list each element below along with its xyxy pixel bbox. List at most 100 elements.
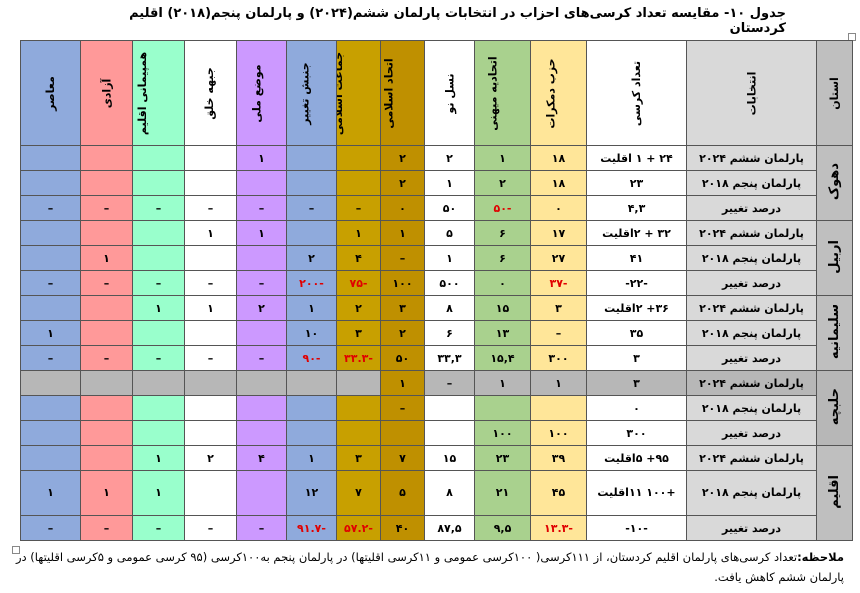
header-row: استان انتخابات تعداد کرسی حزب دمکرات اتح… <box>20 40 853 146</box>
table-row: سلیمانیه پارلمان ششم ۲۰۲۴ ۳۶+ ۲اقلیت ۳ ۱۵ ۸ ۳ ۲… <box>20 295 853 371</box>
table-cell-jam: ۳ <box>336 320 381 346</box>
table-cell-jon: ۲ <box>286 245 337 271</box>
table-cell-mow <box>236 170 287 196</box>
table-cell-moa <box>20 295 81 321</box>
table-cell-jam <box>336 370 381 396</box>
table-cell-mow <box>236 320 287 346</box>
table-cell-ham <box>132 145 185 171</box>
table-cell-nasl: ۸۷,۵ <box>424 515 475 541</box>
header-jonbesh: جنبش تغییر <box>286 40 337 146</box>
table-cell-moa <box>20 370 81 396</box>
table-row: حلبچه پارلمان ششم ۲۰۲۴ ۳ ۱ ۱–۱ <box>20 370 853 446</box>
table-cell-jab <box>184 395 237 421</box>
table-row: دهوک پارلمان ششم ۲۰۲۴ ۲۴ + ۱ اقلیت ۱۸ ۱ ۲ ۲ ۱ <box>20 145 853 221</box>
entekhabat-cell: پارلمان ششم ۲۰۲۴ <box>686 220 817 246</box>
table-cell-jab <box>184 470 237 516</box>
table-cell-tedad: ۳ <box>586 370 687 396</box>
entekhabat-cell: پارلمان پنجم ۲۰۱۸ <box>686 320 817 346</box>
table-row: درصد تغییر ۳ ۳۰۰ ۱۵,۴ ۳۳,۳ ۵۰ -۳۳.۳ -۹۰– – – – – <box>20 345 853 371</box>
header-hampeiman: همپیمانی اقلیم <box>132 40 185 146</box>
table-cell-jab: – <box>184 345 237 371</box>
ostan-label: دهوک <box>827 162 842 201</box>
table-cell-jab: – <box>184 270 237 296</box>
table-cell-ett: ۱ <box>474 370 531 396</box>
table-cell-jon: ۱۰ <box>286 320 337 346</box>
table-cell-tedad: ۳۲ + ۲اقلیت <box>586 220 687 246</box>
table-cell-moa: – <box>20 270 81 296</box>
header-democrat: حزب دمکرات <box>530 40 587 146</box>
table-cell-ett: ۰ <box>474 270 531 296</box>
table-cell-tedad: +۱۰۰ ۱۱اقلیت <box>586 470 687 516</box>
table-cell-dem: ۴۵ <box>530 470 587 516</box>
table-cell-jab <box>184 370 237 396</box>
header-islami: اتحاد اسلامی <box>380 40 425 146</box>
table-cell-dem: ۱۰۰ <box>530 420 587 446</box>
table-cell-tedad: ۳۰۰ <box>586 420 687 446</box>
table-cell-tedad: ۲۴ + ۱ اقلیت <box>586 145 687 171</box>
table-cell-dem: ۱۸ <box>530 145 587 171</box>
table-cell-jon <box>286 220 337 246</box>
table-cell-isl: ۱ <box>380 370 425 396</box>
table-cell-jam: -۳۳.۳ <box>336 345 381 371</box>
table-row: پارلمان پنجم ۲۰۱۸ ۴۱ ۲۷ ۶ ۱–۴ ۲ ۱ <box>20 245 853 271</box>
table-cell-jab <box>184 245 237 271</box>
table-cell-nasl: ۵ <box>424 220 475 246</box>
table-cell-nasl: ۶ <box>424 320 475 346</box>
entekhabat-cell: پارلمان پنجم ۲۰۱۸ <box>686 170 817 196</box>
table-cell-isl: – <box>380 245 425 271</box>
table-cell-mow: – <box>236 515 287 541</box>
table-cell-jon: -۹۱.۷ <box>286 515 337 541</box>
table-cell-aza: ۱ <box>80 470 133 516</box>
table-cell-mow: – <box>236 195 287 221</box>
table-cell-jon: -۲۰۰ <box>286 270 337 296</box>
table-cell-moa <box>20 170 81 196</box>
table-cell-jab <box>184 170 237 196</box>
table-cell-aza <box>80 370 133 396</box>
table-row: اقلیم پارلمان ششم ۲۰۲۴ ۹۵+ ۵اقلیت ۳۹ ۲۳ ۱۵ ۷ ۳ ۱… <box>20 445 853 541</box>
table-cell-ham: – <box>132 345 185 371</box>
header-moaser: معاصر <box>20 40 81 146</box>
entekhabat-cell: پارلمان ششم ۲۰۲۴ <box>686 145 817 171</box>
table-cell-dem: ۱۷ <box>530 220 587 246</box>
table-cell-mow <box>236 470 287 516</box>
table-cell-tedad: ۳ <box>586 345 687 371</box>
table-cell-ett: ۲۳ <box>474 445 531 471</box>
table-cell-nasl: ۲ <box>424 145 475 171</box>
table-cell-mow <box>236 245 287 271</box>
table-cell-jon: ۱۲ <box>286 470 337 516</box>
table-cell-nasl <box>424 395 475 421</box>
table-resize-handle[interactable] <box>12 546 20 554</box>
table-cell-tedad: ۴,۳ <box>586 195 687 221</box>
table-cell-ett: ۹,۵ <box>474 515 531 541</box>
table-cell-jab <box>184 320 237 346</box>
table-cell-jam: -۷۵ <box>336 270 381 296</box>
table-cell-jon <box>286 395 337 421</box>
table-cell-tedad: -۲۲- <box>586 270 687 296</box>
table-cell-isl: ۲ <box>380 145 425 171</box>
table-cell-nasl: ۵۰ <box>424 195 475 221</box>
entekhabat-cell: پارلمان پنجم ۲۰۱۸ <box>686 245 817 271</box>
table-row: درصد تغییر ۳۰۰ ۱۰۰ ۱۰۰ <box>20 420 853 446</box>
table-cell-ett: ۶ <box>474 245 531 271</box>
table-cell-ett: -۵۰ <box>474 195 531 221</box>
ostan-cell: اربیل <box>816 220 853 296</box>
table-cell-aza <box>80 220 133 246</box>
ostan-cell: سلیمانیه <box>816 295 853 371</box>
table-cell-ham: – <box>132 195 185 221</box>
table-cell-mow: ۲ <box>236 295 287 321</box>
table-row: پارلمان پنجم ۲۰۱۸ ۲۳ ۱۸ ۲ ۱ ۲ <box>20 170 853 196</box>
table-cell-isl: ۴۰ <box>380 515 425 541</box>
table-cell-dem: – <box>530 320 587 346</box>
table-cell-dem: ۲۷ <box>530 245 587 271</box>
ostan-cell: دهوک <box>816 145 853 221</box>
table-cell-jon <box>286 170 337 196</box>
table-cell-ham: ۱ <box>132 445 185 471</box>
table-cell-jab: ۲ <box>184 445 237 471</box>
table-cell-dem: ۱۸ <box>530 170 587 196</box>
table-cell-jab: – <box>184 515 237 541</box>
header-jamaat: جماعت اسلامی <box>336 40 381 146</box>
table-cell-nasl: ۸ <box>424 470 475 516</box>
table-cell-jam: ۳ <box>336 445 381 471</box>
table-cell-isl: ۷ <box>380 445 425 471</box>
header-jebhe: جبهه خلق <box>184 40 237 146</box>
